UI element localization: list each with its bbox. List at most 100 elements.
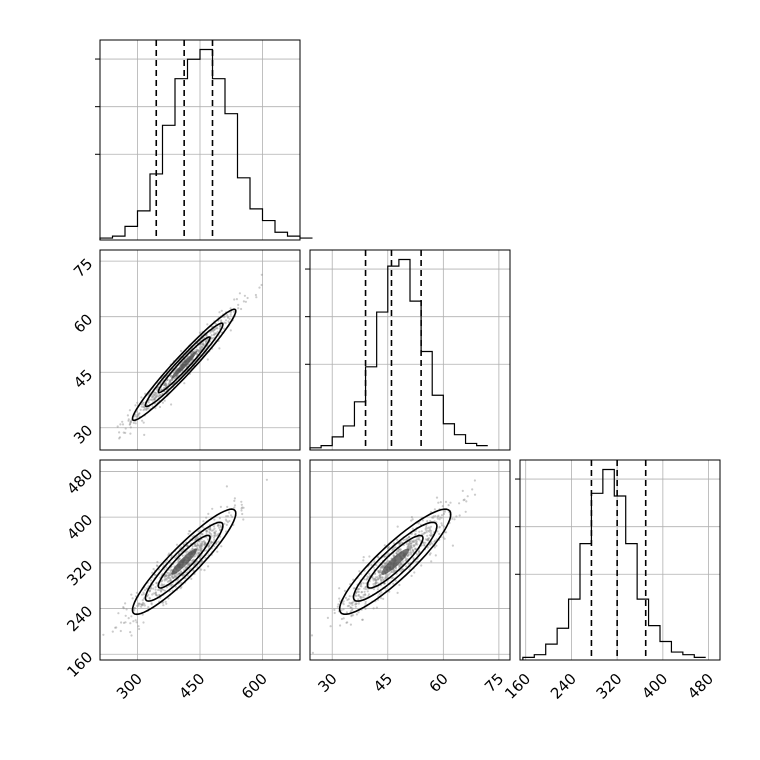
scatter-point [190, 352, 193, 355]
scatter-point [155, 564, 158, 567]
scatter-point [434, 554, 437, 557]
scatter-point [204, 542, 208, 545]
scatter-point [207, 528, 210, 531]
scatter-point [385, 574, 388, 577]
scatter-point [464, 510, 467, 513]
scatter-point [163, 574, 166, 577]
scatter-point [129, 631, 132, 634]
scatter-point [141, 613, 144, 616]
scatter-point [351, 608, 354, 612]
scatter-point [223, 316, 226, 319]
scatter-point [197, 530, 200, 533]
scatter-point [171, 378, 174, 381]
scatter-point [445, 531, 448, 534]
scatter-point [347, 598, 350, 601]
scatter-point [342, 608, 345, 611]
scatter-point [181, 549, 184, 553]
scatter-point [429, 552, 432, 555]
scatter-point [383, 555, 386, 558]
scatter-point [396, 550, 399, 553]
scatter-point [213, 328, 216, 331]
scatter-point [361, 618, 364, 621]
scatter-point [214, 532, 217, 535]
scatter-point [148, 590, 151, 593]
scatter-point [346, 598, 349, 602]
scatter-point [121, 420, 124, 423]
hist-panel-2-x-tick-label: 320 [593, 670, 626, 703]
scatter-point [169, 379, 172, 382]
scatter-point [345, 611, 348, 614]
scatter-point [143, 408, 146, 411]
scatter-point [241, 506, 244, 509]
scatter-point [157, 394, 160, 397]
scatter-point [398, 548, 401, 551]
scatter-point [154, 396, 157, 399]
scatter-point [409, 546, 412, 549]
scatter-point [444, 500, 448, 503]
scatter-point [169, 580, 172, 583]
scatter-point [381, 565, 384, 568]
scatter-point [417, 536, 421, 539]
scatter-point [151, 396, 154, 399]
scatter-point [422, 533, 425, 536]
scatter-point [241, 512, 244, 516]
scatter-point [360, 590, 364, 594]
scatter-point [200, 547, 203, 550]
scatter-point [137, 414, 140, 417]
scatter-point [439, 501, 442, 504]
scatter-point [409, 544, 413, 548]
scatter-point [348, 604, 351, 607]
scatter-point [173, 575, 176, 578]
scatter-point [173, 574, 176, 577]
scatter-point [133, 609, 136, 612]
scatter-point [420, 564, 423, 567]
scatter-point [226, 521, 229, 524]
scatter-point [153, 393, 156, 396]
scatter-point [169, 578, 172, 581]
scatter-point [134, 619, 137, 622]
scatter-point [373, 560, 376, 563]
scatter-point [374, 572, 377, 576]
scatter-point [172, 576, 175, 580]
scatter-point [156, 386, 159, 389]
scatter-point [439, 516, 442, 519]
scatter-point [130, 634, 133, 637]
scatter-point [141, 601, 145, 605]
scatter-point [340, 617, 343, 621]
scatter-point [409, 546, 412, 549]
scatter-point [122, 606, 125, 609]
scatter-point [364, 593, 367, 597]
scatter-panel-0-2-y-tick-label: 160 [63, 648, 96, 681]
scatter-point [415, 560, 418, 563]
scatter-point [153, 393, 156, 396]
scatter-point [409, 546, 413, 549]
scatter-point [160, 590, 163, 593]
scatter-point [165, 384, 168, 387]
scatter-point [178, 572, 181, 575]
scatter-point [204, 541, 207, 544]
scatter-point [424, 538, 427, 541]
scatter-point [364, 607, 367, 611]
scatter-point [140, 603, 144, 606]
scatter-point [173, 576, 176, 579]
scatter-point [171, 576, 174, 579]
scatter-point [127, 419, 130, 422]
scatter-point [434, 515, 437, 518]
scatter-point [141, 599, 144, 602]
scatter-point [410, 544, 413, 548]
scatter-point [203, 336, 206, 339]
scatter-point [209, 542, 212, 545]
scatter-point [137, 625, 140, 628]
scatter-point [212, 330, 215, 333]
scatter-point [426, 538, 429, 542]
scatter-point [384, 576, 387, 579]
scatter-point [163, 399, 166, 402]
scatter-point [220, 309, 223, 312]
scatter-point [411, 549, 414, 552]
scatter-point [152, 567, 155, 571]
scatter-point [170, 583, 173, 586]
scatter-point [357, 594, 360, 597]
scatter-panel-0-2-y-tick-label: 240 [63, 602, 96, 635]
scatter-point [153, 397, 156, 400]
